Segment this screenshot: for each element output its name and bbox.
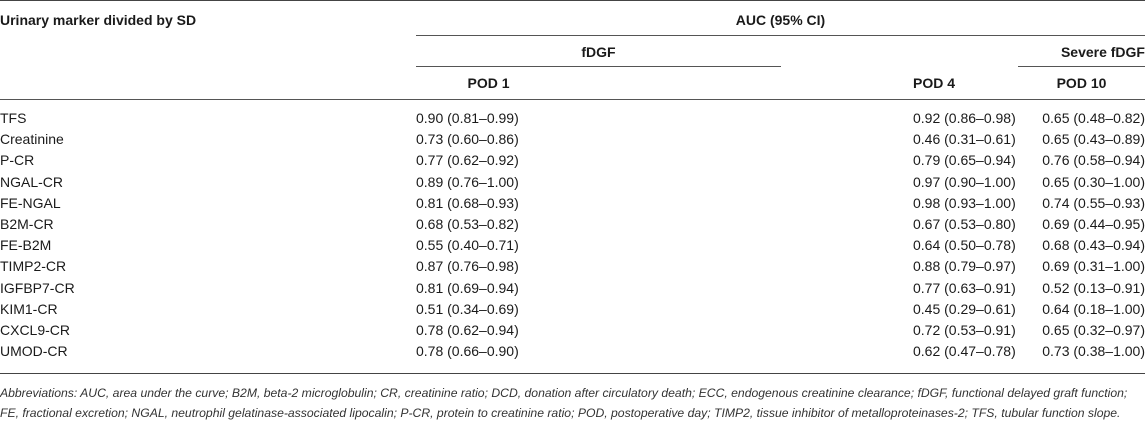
auc-cell: 0.55 (0.40–0.71) (416, 237, 519, 254)
auc-cell: 0.69 (0.44–0.95) (1042, 216, 1145, 232)
subheader-fdgf: fDGF (581, 44, 616, 60)
marker-cell: NGAL-CR (0, 173, 64, 190)
footnote: Abbreviations: AUC, area under the curve… (0, 386, 1128, 420)
column-header-pod1: POD 1 (467, 75, 510, 91)
auc-cell: 0.77 (0.62–0.92) (416, 152, 519, 169)
marker-cell: KIM1-CR (0, 300, 58, 317)
column-header-pod4: POD 4 (913, 75, 956, 91)
auc-cell: 0.89 (0.76–1.00) (416, 173, 519, 190)
auc-cell: 0.67 (0.53–0.80) (913, 216, 1016, 232)
auc-cell: 0.73 (0.60–0.86) (416, 131, 519, 148)
auc-cell: 0.69 (0.31–1.00) (1042, 258, 1145, 275)
column-header-pod10: POD 10 (1056, 75, 1107, 91)
auc-cell: 0.68 (0.43–0.94) (1042, 237, 1145, 254)
marker-cell: Creatinine (0, 131, 64, 148)
auc-cell: 0.79 (0.65–0.94) (913, 152, 1016, 169)
marker-cell: FE-NGAL (0, 194, 61, 211)
group-header-rule (416, 35, 1145, 36)
marker-cell: UMOD-CR (0, 343, 68, 360)
auc-cell: 0.73 (0.38–1.00) (1042, 343, 1145, 360)
row-header: Urinary marker divided by SD (0, 12, 197, 28)
marker-cell: FE-B2M (0, 237, 52, 254)
marker-cell: IGFBP7-CR (0, 279, 75, 296)
severe-rule (1018, 66, 1145, 67)
header-bottom-rule (0, 99, 1145, 100)
auc-cell: 0.74 (0.55–0.93) (1042, 194, 1145, 211)
auc-cell: 0.78 (0.62–0.94) (416, 322, 519, 338)
auc-cell: 0.46 (0.31–0.61) (913, 131, 1016, 148)
fdgf-rule (416, 66, 781, 67)
marker-cell: CXCL9-CR (0, 322, 71, 338)
group-header: AUC (95% CI) (735, 12, 826, 28)
marker-cell: TFS (0, 110, 27, 126)
auc-cell: 0.98 (0.93–1.00) (913, 194, 1016, 211)
auc-cell: 0.81 (0.68–0.93) (416, 194, 519, 211)
auc-cell: 0.72 (0.53–0.91) (913, 322, 1016, 338)
auc-cell: 0.45 (0.29–0.61) (913, 300, 1016, 317)
auc-cell: 0.77 (0.63–0.91) (913, 279, 1016, 296)
marker-cell: TIMP2-CR (0, 258, 67, 275)
auc-cell: 0.97 (0.90–1.00) (913, 173, 1016, 190)
auc-cell: 0.81 (0.69–0.94) (416, 279, 519, 296)
auc-cell: 0.64 (0.18–1.00) (1042, 300, 1145, 317)
auc-cell: 0.52 (0.13–0.91) (1042, 279, 1145, 296)
auc-cell: 0.76 (0.58–0.94) (1042, 152, 1145, 169)
auc-cell: 0.65 (0.30–1.00) (1042, 173, 1145, 190)
auc-cell: 0.62 (0.47–0.78) (913, 343, 1016, 360)
auc-cell: 0.88 (0.79–0.97) (913, 258, 1016, 275)
marker-cell: P-CR (0, 152, 35, 169)
bottom-rule (0, 373, 1145, 374)
auc-cell: 0.87 (0.76–0.98) (416, 258, 519, 275)
auc-cell: 0.68 (0.53–0.82) (416, 216, 519, 232)
auc-cell: 0.78 (0.66–0.90) (416, 343, 519, 360)
auc-cell: 0.92 (0.86–0.98) (913, 110, 1016, 126)
auc-cell: 0.64 (0.50–0.78) (913, 237, 1016, 254)
marker-cell: B2M-CR (0, 216, 54, 232)
top-rule (0, 0, 1145, 1)
auc-cell: 0.90 (0.81–0.99) (416, 110, 519, 126)
subheader-severe-fdgf: Severe fDGF (1060, 44, 1145, 60)
auc-cell: 0.65 (0.32–0.97) (1042, 322, 1145, 338)
auc-cell: 0.65 (0.48–0.82) (1042, 110, 1145, 126)
auc-cell: 0.51 (0.34–0.69) (416, 300, 519, 317)
auc-cell: 0.65 (0.43–0.89) (1042, 131, 1145, 148)
